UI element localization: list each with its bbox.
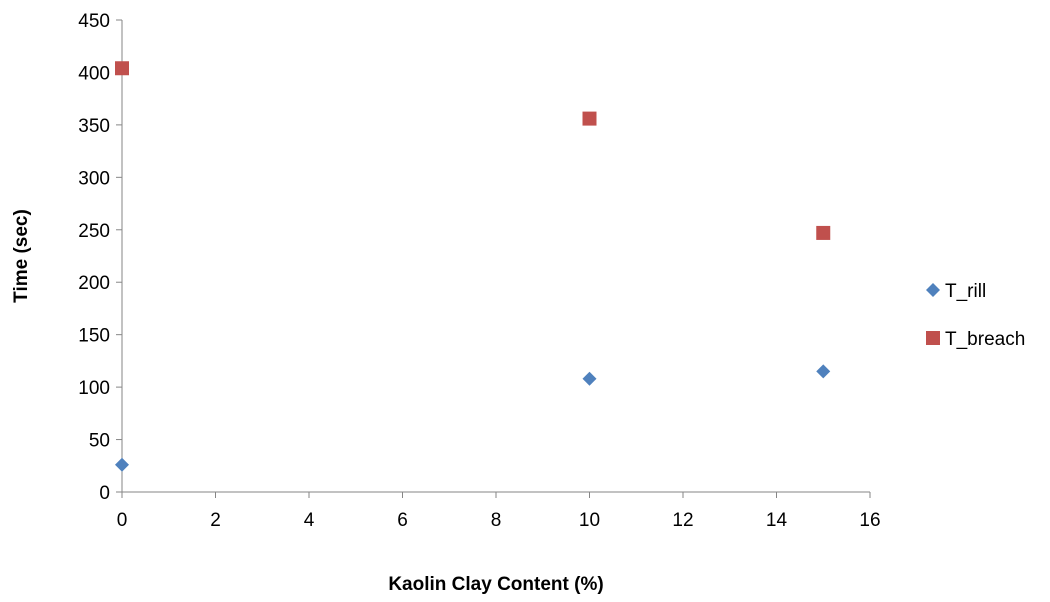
t-breach-point <box>816 225 831 240</box>
y-ticks: 0 50 100 150 200 250 300 350 400 450 <box>78 11 122 504</box>
y-tick-label: 450 <box>78 11 110 32</box>
x-tick-label: 8 <box>491 510 502 531</box>
t-rill-point <box>115 457 129 472</box>
x-tick-label: 6 <box>397 510 408 531</box>
x-tick-label: 14 <box>766 510 788 531</box>
x-tick-label: 10 <box>579 510 600 531</box>
legend: T_rill T_breach <box>926 281 1025 350</box>
y-axis-title: Time (sec) <box>11 209 32 303</box>
y-tick-label: 250 <box>78 221 110 242</box>
legend-t-rill-label: T_rill <box>945 281 986 302</box>
y-tick-label: 350 <box>78 116 110 137</box>
x-tick-label: 2 <box>210 510 221 531</box>
x-tick-label: 16 <box>859 510 880 531</box>
x-axis-title: Kaolin Clay Content (%) <box>388 574 603 595</box>
legend-t-rill-marker <box>926 283 940 297</box>
axes <box>121 20 870 493</box>
legend-t-breach-label: T_breach <box>945 329 1025 350</box>
y-tick-label: 150 <box>78 326 110 347</box>
y-tick-label: 400 <box>78 63 110 84</box>
y-tick-label: 0 <box>99 483 110 504</box>
t-rill-point <box>582 371 597 386</box>
data-points <box>115 61 831 472</box>
y-tick-label: 200 <box>78 273 110 294</box>
x-tick-label: 0 <box>117 510 128 531</box>
t-breach-point <box>582 111 597 126</box>
x-tick-label: 4 <box>304 510 315 531</box>
y-tick-label: 50 <box>89 431 110 452</box>
x-tick-label: 12 <box>672 510 693 531</box>
t-rill-point <box>816 364 831 379</box>
y-tick-label: 300 <box>78 168 110 189</box>
x-ticks: 0 2 4 6 8 10 12 14 16 <box>117 492 881 531</box>
legend-t-breach-marker <box>926 331 940 345</box>
y-tick-label: 100 <box>78 378 110 399</box>
t-breach-point <box>115 61 129 76</box>
